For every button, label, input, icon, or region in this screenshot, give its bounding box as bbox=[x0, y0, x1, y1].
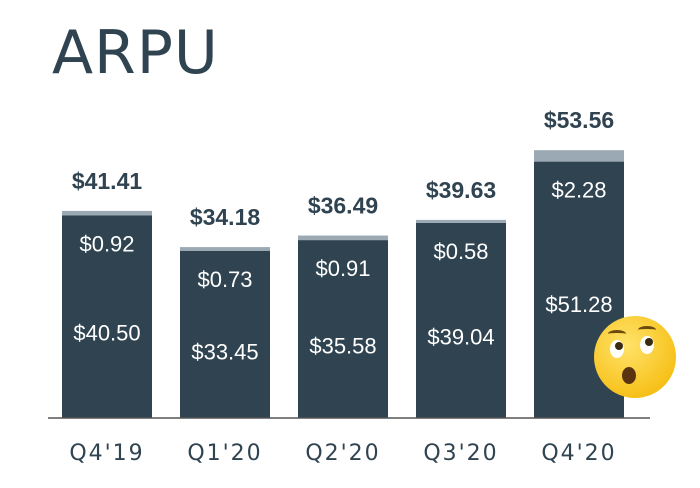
x-tick-label: Q3'20 bbox=[423, 441, 498, 466]
data-label-top-segment: $0.58 bbox=[433, 239, 488, 264]
chart-title: ARPU bbox=[52, 18, 219, 88]
data-label-base-segment: $51.28 bbox=[545, 292, 612, 317]
data-label-total: $36.49 bbox=[308, 193, 378, 219]
bar-base-3 bbox=[416, 222, 506, 418]
x-tick-label: Q4'20 bbox=[541, 441, 616, 466]
x-tick-label: Q1'20 bbox=[187, 441, 262, 466]
data-label-total: $41.41 bbox=[72, 168, 143, 194]
data-label-top-segment: $0.73 bbox=[197, 267, 252, 292]
bar-top-0 bbox=[62, 210, 152, 216]
eye-left bbox=[610, 340, 624, 358]
bar-base-2 bbox=[298, 240, 388, 418]
data-label-base-segment: $40.50 bbox=[73, 321, 140, 346]
data-label-base-segment: $33.45 bbox=[191, 339, 258, 364]
data-label-top-segment: $0.92 bbox=[79, 232, 134, 257]
data-label-total: $53.56 bbox=[544, 107, 614, 133]
data-label-top-segment: $0.91 bbox=[315, 256, 370, 281]
bar-top-3 bbox=[416, 219, 506, 223]
bar-base-0 bbox=[62, 215, 152, 418]
eye-right bbox=[640, 336, 654, 354]
data-label-total: $34.18 bbox=[190, 204, 261, 230]
x-tick-label: Q2'20 bbox=[305, 441, 380, 466]
bar-top-2 bbox=[298, 235, 388, 241]
data-label-base-segment: $39.04 bbox=[427, 325, 494, 350]
x-tick-label: Q4'19 bbox=[69, 441, 144, 466]
surprised-face-icon bbox=[594, 316, 676, 398]
brow-right bbox=[638, 326, 656, 334]
bar-top-4 bbox=[534, 150, 624, 162]
brow-left bbox=[608, 330, 626, 338]
mouth bbox=[622, 367, 636, 384]
bar-base-1 bbox=[180, 250, 270, 418]
data-label-top-segment: $2.28 bbox=[551, 178, 606, 203]
bar-top-1 bbox=[180, 247, 270, 251]
data-label-total: $39.63 bbox=[426, 177, 496, 203]
data-label-base-segment: $35.58 bbox=[309, 334, 376, 359]
